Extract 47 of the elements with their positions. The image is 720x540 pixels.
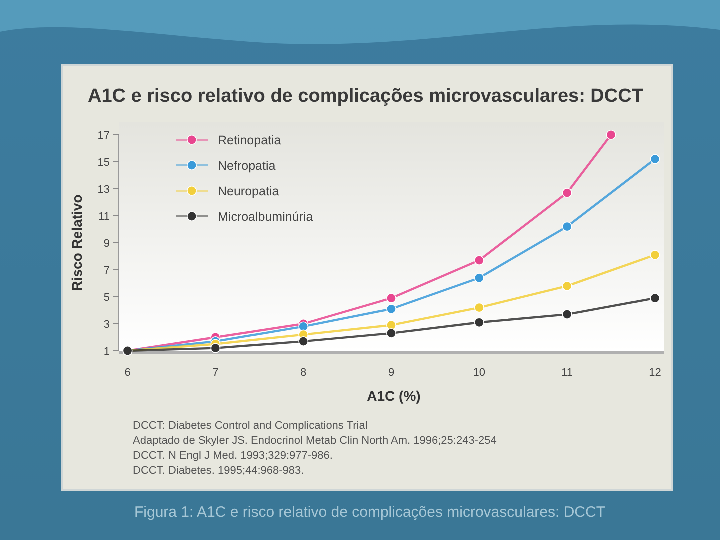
point [650, 293, 660, 304]
y-tick-label: 11 [98, 210, 110, 223]
y-tick-label: 1 [104, 346, 110, 358]
point [386, 320, 396, 330]
chart-title: A1C e risco relativo de complicações microvasculares: DCCT [88, 86, 644, 107]
x-tick-label: 9 [388, 367, 395, 379]
legend-label: Retinopatia [218, 133, 282, 148]
y-tick-label: 9 [104, 238, 110, 250]
x-tick-label: 8 [300, 367, 307, 379]
point [210, 343, 221, 354]
point [650, 250, 660, 260]
point [386, 293, 396, 304]
point [650, 154, 660, 164]
x-tick-label: 11 [562, 367, 574, 379]
x-tick-label: 7 [212, 367, 219, 379]
x-tick-label: 12 [649, 367, 662, 379]
x-axis-title: A1C (%) [367, 388, 421, 404]
y-tick-label: 17 [98, 130, 110, 142]
y-axis-title: Risco Relativo [69, 194, 85, 292]
point [606, 130, 616, 140]
x-tick-label: 6 [124, 367, 131, 379]
point [474, 302, 484, 313]
point [562, 310, 572, 320]
point [474, 273, 484, 284]
legend-label: Microalbuminúria [218, 210, 314, 224]
point [562, 188, 572, 198]
text: DCCT. Diabetes. 1995;44:968-983. [133, 465, 304, 477]
point [386, 328, 396, 338]
text: Figura 1: A1C e risco relativo de complicações microvasculares: DCCT [134, 504, 606, 521]
y-tick-label: 13 [98, 184, 110, 196]
point [298, 336, 309, 347]
point [386, 304, 396, 314]
text: Adaptado de Skyler JS. Endocrinol Metab Clin North Am. 1996;25:243-254 [133, 435, 497, 447]
text: DCCT. N Engl J Med. 1993;329:977-986. [133, 450, 333, 462]
legend-label: Nefropatia [218, 158, 276, 173]
x-tick-label: 10 [473, 367, 486, 379]
point [298, 322, 309, 332]
y-tick-label: 15 [98, 156, 110, 169]
point [562, 281, 572, 292]
y-tick-label: 7 [104, 264, 110, 277]
point [474, 256, 484, 266]
text: DCCT: Diabetes Control and Complications Trial [133, 420, 368, 432]
legend-label: Neuropatia [218, 184, 280, 198]
y-tick-label: 3 [104, 318, 110, 331]
point [562, 222, 572, 232]
point [474, 318, 484, 328]
y-tick-label: 5 [104, 292, 110, 304]
